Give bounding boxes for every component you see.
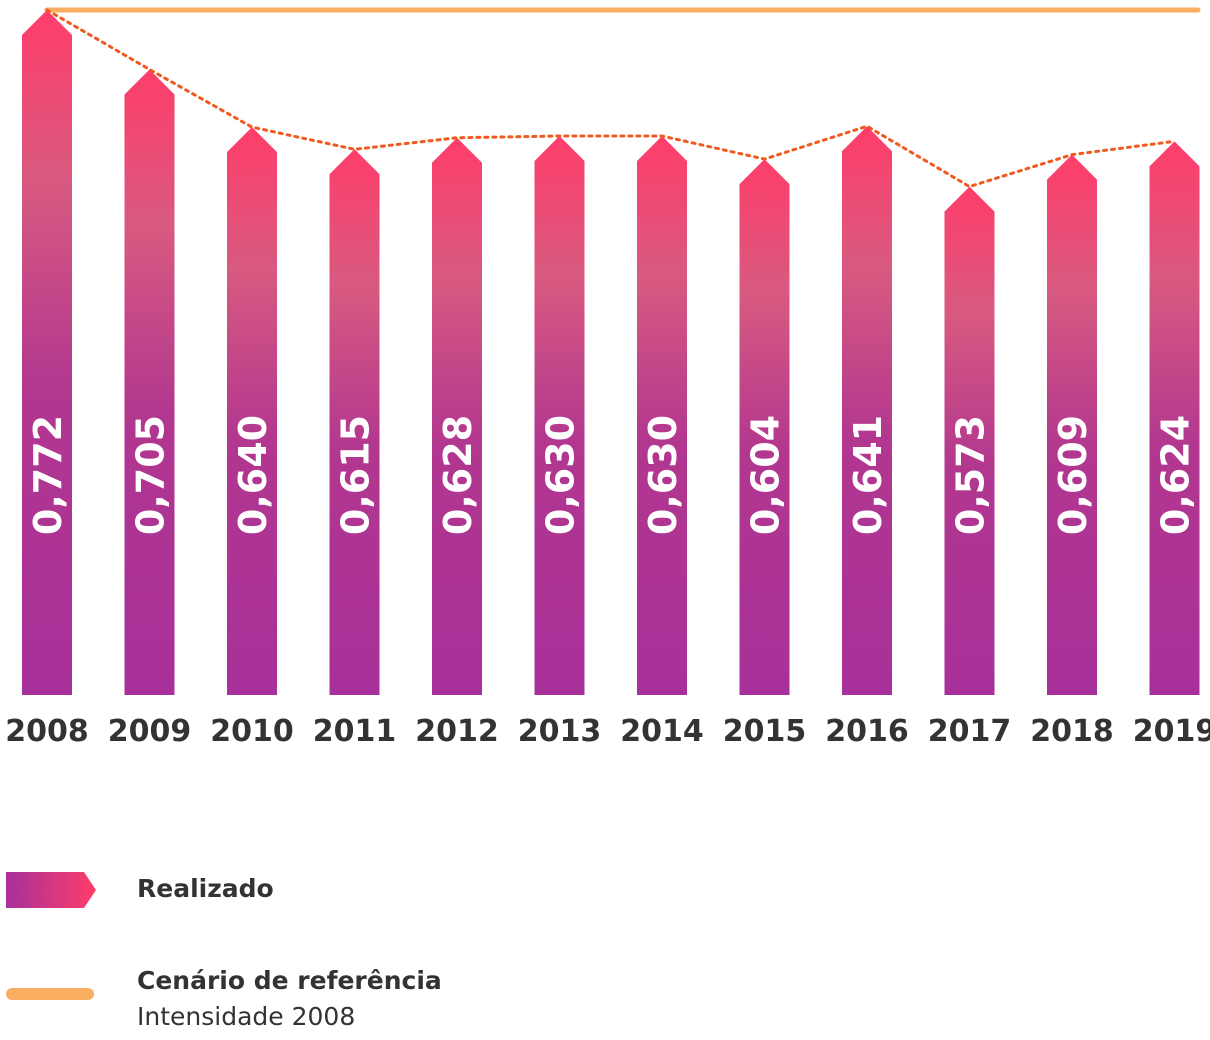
- value-label-2009: 0,705: [129, 415, 173, 535]
- value-label-2011: 0,615: [334, 415, 378, 535]
- legend-referencia: Cenário de referência Intensidade 2008: [0, 966, 600, 1036]
- value-label-2014: 0,630: [641, 415, 685, 535]
- bar-2018: [1047, 154, 1097, 695]
- x-tick-label-2011: 2011: [313, 714, 397, 749]
- bar-2009: [124, 69, 175, 696]
- legend-referencia-label: Cenário de referência: [137, 966, 442, 995]
- bar-2014: [637, 135, 687, 695]
- trend-line: [45, 8, 1176, 189]
- bar-2015: [739, 159, 790, 695]
- x-tick-label-2010: 2010: [210, 714, 294, 749]
- x-tick-label-2019: 2019: [1133, 714, 1210, 749]
- value-label-2013: 0,630: [539, 415, 583, 535]
- legend-realizado-label: Realizado: [137, 874, 274, 903]
- bar-2013: [534, 135, 585, 695]
- legend-bar-swatch: [6, 872, 96, 908]
- bar-2016: [842, 126, 892, 695]
- x-tick-label-2016: 2016: [825, 714, 909, 749]
- x-tick-label-2013: 2013: [518, 714, 602, 749]
- value-label-2019: 0,624: [1154, 415, 1198, 535]
- bar-2008: [22, 10, 72, 695]
- value-label-2016: 0,641: [846, 415, 890, 535]
- legend-referencia-sublabel: Intensidade 2008: [137, 1002, 356, 1031]
- x-tick-label-2012: 2012: [415, 714, 499, 749]
- x-tick-label-2015: 2015: [723, 714, 807, 749]
- value-label-2015: 0,604: [744, 415, 788, 535]
- x-tick-label-2018: 2018: [1030, 714, 1114, 749]
- bar-2011: [329, 149, 380, 695]
- x-tick-label-2009: 2009: [108, 714, 192, 749]
- value-label-2012: 0,628: [436, 415, 480, 535]
- value-label-2017: 0,573: [949, 415, 993, 535]
- x-tick-label-2008: 2008: [5, 714, 89, 749]
- legend-line-swatch: [6, 988, 94, 1000]
- bar-2010: [227, 127, 277, 696]
- legend-realizado: Realizado: [0, 872, 600, 912]
- value-label-2008: 0,772: [26, 415, 70, 535]
- value-label-2018: 0,609: [1051, 415, 1095, 535]
- bar-chart: 0,772 0,705 0,640 0,615 0,628 0,630 0,630 0,604…: [5, 7, 1210, 749]
- bar-2017: [944, 186, 995, 695]
- bar-2012: [432, 137, 482, 695]
- value-label-2010: 0,640: [231, 415, 275, 535]
- x-tick-label-2014: 2014: [620, 714, 704, 749]
- bar-2019: [1149, 141, 1200, 696]
- x-tick-label-2017: 2017: [928, 714, 1012, 749]
